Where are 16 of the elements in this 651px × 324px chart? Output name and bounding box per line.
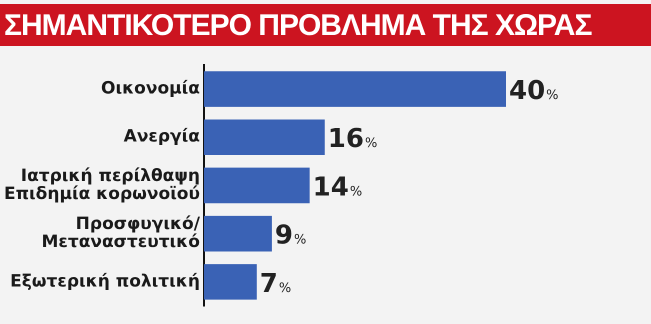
bar — [204, 119, 325, 156]
bar — [204, 216, 272, 252]
data-label: 9% — [274, 220, 306, 251]
y-tick-label: Ανεργία — [124, 126, 200, 147]
bar — [204, 71, 506, 107]
data-label: 16% — [328, 124, 378, 154]
bar — [204, 168, 310, 204]
data-label: 40% — [509, 76, 559, 106]
y-tick-label: Οικονομία — [101, 78, 200, 98]
data-label: 7% — [260, 268, 292, 299]
data-label: 14% — [312, 172, 362, 202]
y-tick-label: Προσφυγικό/ Μεταναστευτικό — [42, 214, 201, 252]
chart-title: ΣΗΜΑΝΤΙΚΟΤΕΡΟ ΠΡΟΒΛΗΜΑ ΤΗΣ ΧΩΡΑΣ — [0, 4, 651, 46]
y-tick-label: Εξωτερική πολιτική — [10, 271, 200, 292]
y-tick-label: Ιατρική περίλθαψη Επιδημία κορωνοϊού — [4, 166, 200, 204]
bar — [204, 264, 257, 300]
